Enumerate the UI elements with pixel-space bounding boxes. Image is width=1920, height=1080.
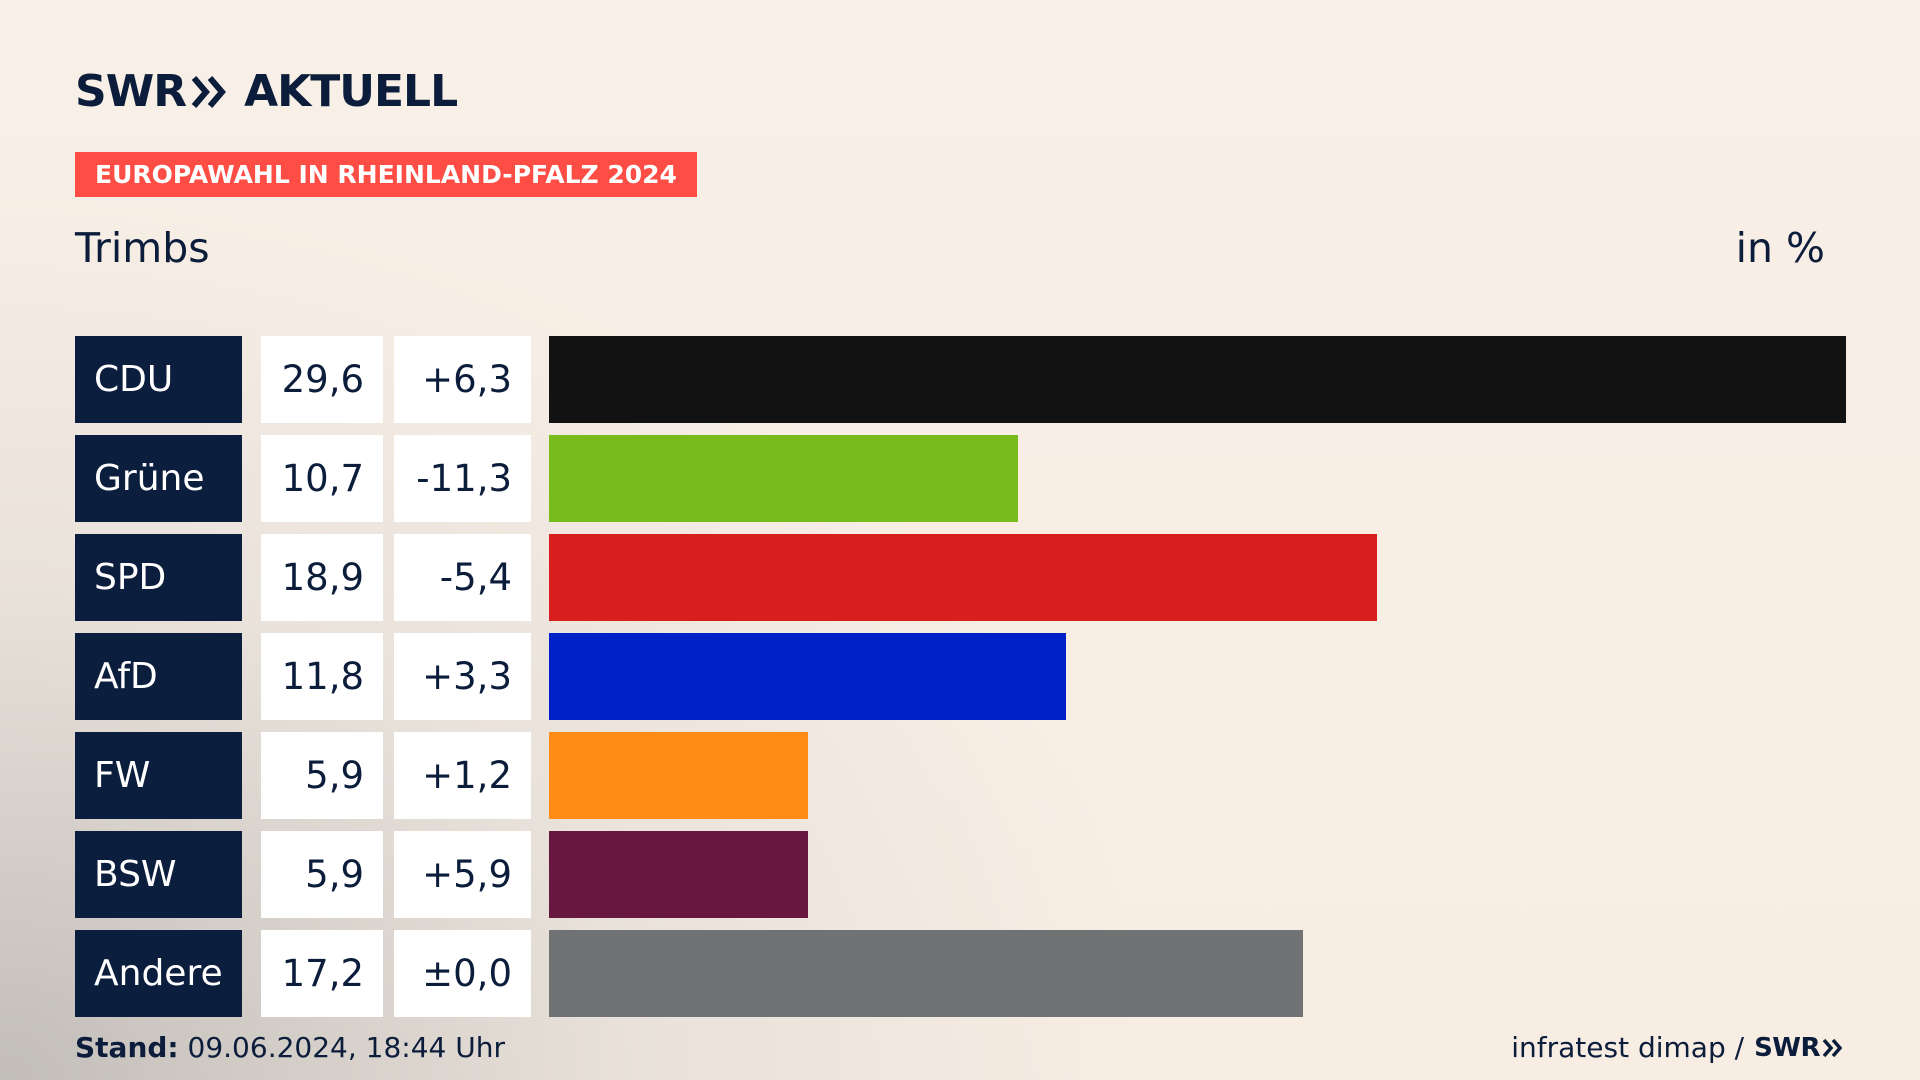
results-bar-chart: CDU 29,6 +6,3 Grüne 10,7 -11,3 SPD 18,9 -5,4 AfD 1… <box>75 336 1846 1017</box>
vote-share-change: +3,3 <box>394 633 531 720</box>
logo-swr-text: SWR <box>75 66 187 117</box>
result-row: AfD 11,8 +3,3 <box>75 633 1846 720</box>
party-label: Andere <box>75 930 242 1017</box>
vote-share-value: 5,9 <box>261 831 383 918</box>
bar-fw <box>549 732 808 819</box>
double-chevron-right-icon <box>1822 1038 1843 1058</box>
logo-aktuell-text: AKTUELL <box>244 66 458 117</box>
vote-share-change: +6,3 <box>394 336 531 423</box>
party-label: BSW <box>75 831 242 918</box>
result-row: BSW 5,9 +5,9 <box>75 831 1846 918</box>
unit-label: in % <box>1735 224 1825 272</box>
source-text: infratest dimap / <box>1511 1031 1745 1064</box>
result-row: SPD 18,9 -5,4 <box>75 534 1846 621</box>
bar-spd <box>549 534 1377 621</box>
stand-value: 09.06.2024, 18:44 Uhr <box>187 1031 505 1064</box>
vote-share-value: 11,8 <box>261 633 383 720</box>
vote-share-change: -11,3 <box>394 435 531 522</box>
result-row: FW 5,9 +1,2 <box>75 732 1846 819</box>
party-label: CDU <box>75 336 242 423</box>
source-credit: infratest dimap / SWR <box>1511 1030 1844 1066</box>
swr-aktuell-logo: SWR AKTUELL <box>75 64 458 120</box>
vote-share-value: 17,2 <box>261 930 383 1017</box>
bar-andere <box>549 930 1303 1017</box>
party-label: SPD <box>75 534 242 621</box>
vote-share-value: 18,9 <box>261 534 383 621</box>
vote-share-change: +1,2 <box>394 732 531 819</box>
vote-share-change: ±0,0 <box>394 930 531 1017</box>
vote-share-change: +5,9 <box>394 831 531 918</box>
result-row: Andere 17,2 ±0,0 <box>75 930 1846 1017</box>
bar-cdu <box>549 336 1846 423</box>
election-badge: EUROPAWAHL IN RHEINLAND-PFALZ 2024 <box>75 152 697 197</box>
bar-gr-ne <box>549 435 1018 522</box>
double-chevron-right-icon <box>191 76 227 108</box>
party-label: FW <box>75 732 242 819</box>
source-logo-text: SWR <box>1754 1033 1820 1063</box>
party-label: AfD <box>75 633 242 720</box>
bar-bsw <box>549 831 808 918</box>
vote-share-value: 29,6 <box>261 336 383 423</box>
result-row: Grüne 10,7 -11,3 <box>75 435 1846 522</box>
stand-label: Stand: <box>75 1031 179 1064</box>
vote-share-change: -5,4 <box>394 534 531 621</box>
timestamp: Stand: 09.06.2024, 18:44 Uhr <box>75 1030 505 1066</box>
vote-share-value: 10,7 <box>261 435 383 522</box>
bar-afd <box>549 633 1066 720</box>
vote-share-value: 5,9 <box>261 732 383 819</box>
result-row: CDU 29,6 +6,3 <box>75 336 1846 423</box>
location-subtitle: Trimbs <box>75 224 210 272</box>
party-label: Grüne <box>75 435 242 522</box>
